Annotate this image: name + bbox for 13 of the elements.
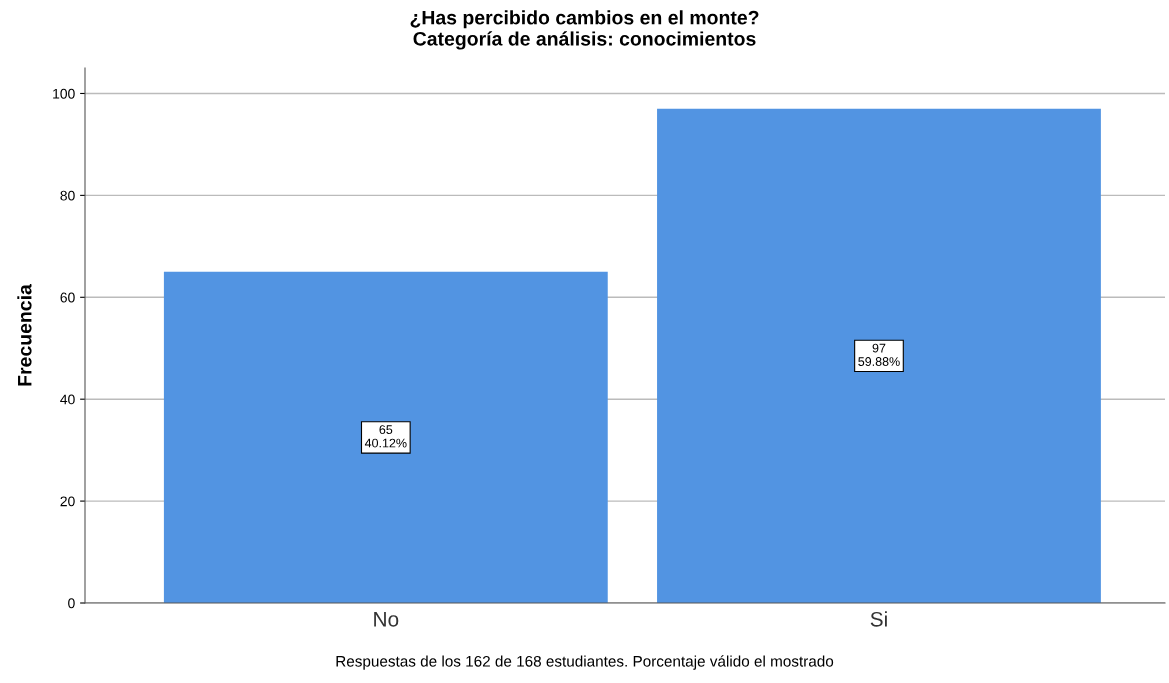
y-tick-label: 40	[60, 394, 75, 405]
x-tick-label: Si	[870, 611, 887, 627]
y-axis-title: Frecuencia	[17, 284, 32, 386]
data-label: 65 40.12%	[364, 425, 407, 448]
y-tick-label: 20	[60, 496, 75, 507]
chart-title: ¿Has percibido cambios en el monte? Categoría de análisis: conocimientos	[410, 10, 759, 50]
data-label: 97 59.88%	[858, 343, 900, 366]
y-tick-label: 100	[53, 88, 75, 99]
y-tick-label: 60	[60, 292, 75, 303]
x-tick-label: No	[374, 612, 399, 627]
text: Respuestas de los 162 de 168 estudiantes. Porcentaje válido el mostrado	[336, 655, 834, 670]
y-tick-label: 0	[68, 598, 75, 609]
y-tick-label: 80	[60, 190, 75, 201]
